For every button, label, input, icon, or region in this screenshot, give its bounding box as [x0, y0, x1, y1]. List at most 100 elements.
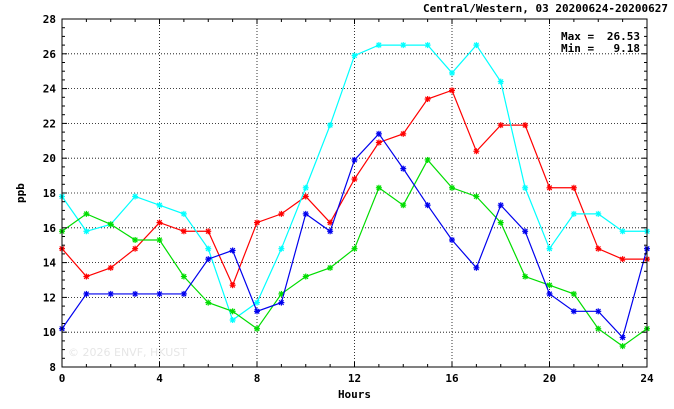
data-point [327, 122, 334, 129]
x-tick-label: 20 [543, 372, 556, 385]
data-point [83, 273, 90, 280]
data-point [278, 210, 285, 217]
data-point [205, 299, 212, 306]
data-point [595, 245, 602, 252]
data-point [229, 247, 236, 254]
data-point [424, 42, 431, 49]
y-tick-label: 8 [49, 361, 56, 374]
data-point [546, 184, 553, 191]
data-point [449, 69, 455, 76]
data-point [351, 52, 358, 59]
min-value: 9.18 [614, 42, 641, 55]
data-point [180, 228, 187, 235]
max-value: 26.53 [607, 30, 640, 43]
data-point [595, 308, 602, 315]
data-point [278, 299, 285, 306]
data-point [522, 184, 529, 191]
data-point [107, 264, 114, 271]
grid-lines [62, 19, 647, 367]
data-point [156, 236, 163, 243]
data-point [546, 245, 553, 252]
chart-header-title: Central/Western, 03 20200624-20200627 [423, 2, 668, 15]
data-point [254, 308, 260, 315]
data-point [132, 245, 139, 252]
data-point [180, 290, 187, 297]
data-point [351, 245, 358, 252]
data-point [327, 228, 334, 235]
x-tick-label: 4 [156, 372, 163, 385]
data-point [400, 130, 407, 137]
data-point [83, 210, 90, 217]
data-point [375, 184, 382, 191]
data-point [327, 264, 334, 271]
data-point [229, 308, 236, 315]
x-tick-label: 12 [348, 372, 361, 385]
y-tick-label: 16 [43, 222, 57, 235]
data-point [570, 210, 577, 217]
data-point [400, 42, 407, 49]
data-point [522, 228, 529, 235]
data-point [570, 184, 577, 191]
data-point [449, 236, 455, 243]
data-point [254, 299, 260, 306]
y-tick-label: 12 [43, 291, 56, 304]
x-tick-label: 24 [640, 372, 654, 385]
data-point [473, 42, 480, 49]
data-point [351, 156, 358, 163]
data-point [107, 290, 114, 297]
data-point [424, 156, 431, 163]
data-point [156, 290, 163, 297]
data-point [278, 245, 285, 252]
data-point [424, 202, 431, 209]
data-point [619, 334, 626, 341]
stats-box: Max = 26.53 Min = 9.18 [561, 30, 640, 55]
data-point [546, 290, 553, 297]
data-point [229, 282, 236, 289]
axis-ticks: 0 4 8 12 16 20 24 8 10 12 14 16 18 20 22 24 26 28 [43, 13, 654, 385]
y-tick-label: 20 [43, 152, 56, 165]
data-point [351, 176, 358, 183]
data-point [375, 42, 382, 49]
data-point [302, 184, 309, 191]
min-label: Min = [561, 42, 594, 55]
data-point [497, 78, 504, 85]
data-point [570, 308, 577, 315]
max-label: Max = [561, 30, 594, 43]
data-point [400, 165, 407, 172]
data-point [132, 236, 139, 243]
data-point [156, 219, 163, 226]
data-point [497, 202, 504, 209]
data-point [473, 148, 480, 155]
data-point [302, 273, 309, 280]
data-point [424, 96, 431, 103]
data-point [205, 256, 212, 263]
x-tick-label: 0 [59, 372, 66, 385]
y-tick-label: 14 [43, 257, 57, 270]
y-tick-label: 26 [43, 48, 57, 61]
data-point [205, 228, 212, 235]
x-tick-label: 8 [254, 372, 261, 385]
data-point [522, 122, 529, 129]
data-point [375, 139, 382, 146]
data-point [473, 264, 480, 271]
data-point [229, 317, 236, 324]
data-point [497, 219, 504, 226]
data-point [302, 193, 309, 200]
y-tick-label: 22 [43, 117, 56, 130]
y-tick-label: 28 [43, 13, 56, 26]
y-tick-label: 24 [43, 83, 57, 96]
data-point [595, 325, 602, 332]
data-point [302, 210, 309, 217]
data-point [522, 273, 529, 280]
data-point [497, 122, 504, 129]
y-tick-label: 18 [43, 187, 56, 200]
data-point [254, 325, 260, 332]
data-point [570, 290, 577, 297]
data-point [107, 221, 114, 228]
data-point [205, 245, 212, 252]
data-point [254, 219, 260, 226]
data-point [619, 228, 626, 235]
data-point [595, 210, 602, 217]
data-point [449, 184, 455, 191]
